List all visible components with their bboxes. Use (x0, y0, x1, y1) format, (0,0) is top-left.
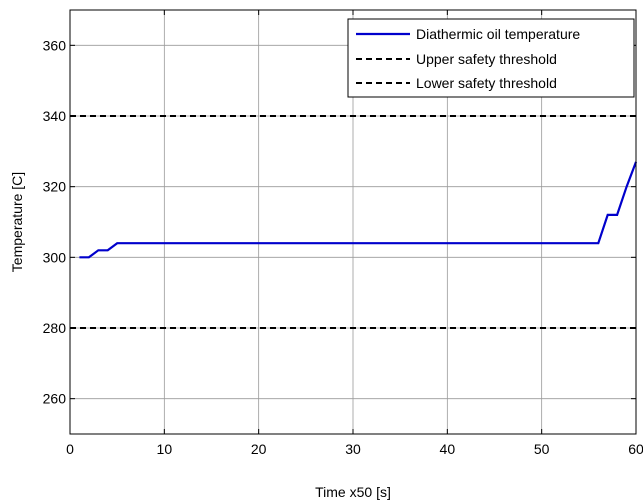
legend-label-diathermic-oil: Diathermic oil temperature (416, 26, 580, 42)
x-tick-label: 0 (66, 441, 74, 457)
axis-ticks (69, 10, 637, 434)
y-tick-label: 360 (43, 37, 67, 53)
x-axis-title: Time x50 [s] (315, 484, 391, 500)
y-tick-label: 280 (43, 320, 67, 336)
y-axis-title: Temperature [C] (9, 172, 25, 272)
y-tick-label: 320 (43, 179, 67, 195)
series-line-diathermic-oil (79, 161, 638, 259)
legend: Diathermic oil temperature Upper safety … (347, 18, 635, 98)
y-tick-label: 300 (43, 249, 67, 265)
legend-box (347, 18, 635, 98)
y-tick-label: 260 (43, 391, 67, 407)
x-tick-label: 30 (345, 441, 361, 457)
x-tick-label: 20 (251, 441, 267, 457)
tick-labels: 0 10 20 30 40 50 60 260 280 300 320 340 360 (43, 37, 643, 457)
x-tick-label: 60 (628, 441, 643, 457)
y-tick-label: 340 (43, 108, 67, 124)
legend-label-lower-threshold: Lower safety threshold (416, 75, 557, 91)
x-tick-label: 10 (157, 441, 173, 457)
x-tick-label: 40 (440, 441, 456, 457)
x-tick-label: 50 (534, 441, 550, 457)
legend-label-upper-threshold: Upper safety threshold (416, 51, 557, 67)
threshold-lines (70, 115, 636, 329)
